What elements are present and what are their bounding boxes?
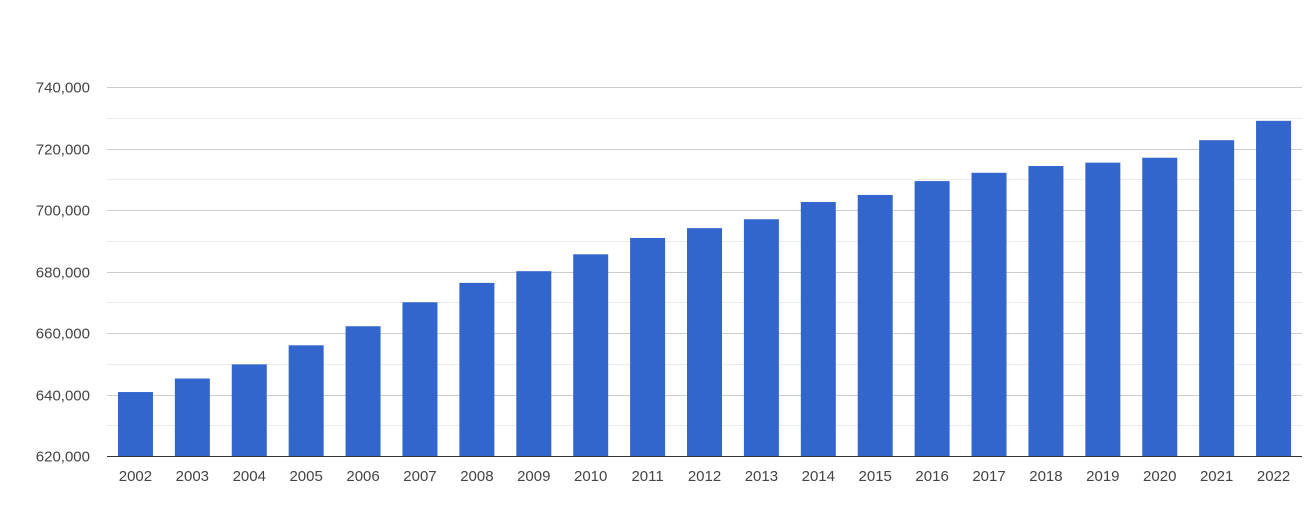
x-tick-label: 2019 [1086,468,1119,485]
y-tick-label: 640,000 [36,388,90,405]
x-tick-label: 2015 [859,468,892,485]
bar-2007 [402,302,438,456]
bar-2006 [345,326,381,456]
bar-2009 [516,271,552,456]
y-tick-label: 700,000 [36,203,90,220]
bar-2013 [743,219,779,456]
x-tick-label: 2020 [1143,468,1176,485]
bar-2004 [231,364,267,456]
x-tick-label: 2021 [1200,468,1233,485]
x-tick-label: 2003 [176,468,209,485]
x-tick-label: 2005 [289,468,322,485]
bar-2015 [857,194,893,456]
bars [117,120,1292,457]
x-axis-ticks: 2002 2003 2004 2005 2006 2007 2008 2009 2010 2011… [119,468,1290,485]
y-tick-label: 740,000 [36,80,90,97]
x-tick-label: 2022 [1257,468,1290,485]
bar-2010 [573,254,609,456]
bar-2022 [1256,120,1292,456]
x-tick-label: 2013 [745,468,778,485]
y-tick-label: 680,000 [36,265,90,282]
bar-2019 [1085,162,1121,456]
bar-2018 [1028,166,1064,456]
y-axis-ticks: 620,000 640,000 660,000 680,000 700,000 720,0… [36,80,90,466]
bar-2012 [687,228,722,456]
x-tick-label: 2009 [517,468,550,485]
x-tick-label: 2018 [1029,468,1062,485]
x-tick-label: 2006 [346,468,379,485]
bar-2008 [459,282,495,456]
y-tick-label: 660,000 [36,326,90,343]
bar-2017 [971,172,1007,457]
x-tick-label: 2004 [233,468,266,485]
bar-2021 [1199,140,1235,456]
x-tick-label: 2011 [631,468,663,485]
bar-2002 [117,392,153,456]
bar-2014 [800,202,836,456]
x-tick-label: 2007 [403,468,436,485]
x-tick-label: 2002 [119,468,152,485]
x-tick-label: 2016 [915,468,948,485]
x-tick-label: 2008 [460,468,493,485]
bar-2020 [1142,157,1178,456]
bar-2016 [914,181,950,456]
x-tick-label: 2017 [972,468,1005,485]
bar-2003 [174,378,210,456]
x-tick-label: 2010 [574,468,607,485]
y-tick-label: 720,000 [36,142,90,159]
bar-2005 [288,345,324,456]
x-tick-label: 2012 [688,468,721,485]
bar-2011 [630,237,666,456]
x-tick-label: 2014 [802,468,835,485]
y-tick-label: 620,000 [36,449,90,466]
